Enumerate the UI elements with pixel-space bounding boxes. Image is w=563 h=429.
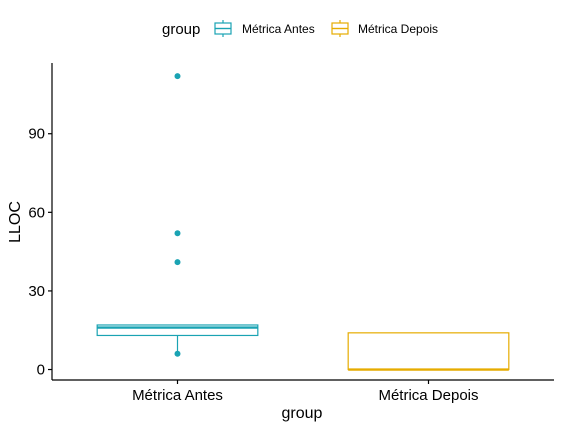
- y-axis-ticks: 0 30 60 90: [28, 126, 52, 379]
- box-body: [347, 332, 510, 371]
- box-body: [96, 324, 259, 337]
- legend-key-metrica-depois: [331, 20, 349, 37]
- legend: group Métrica Antes Métrica Depois: [162, 20, 438, 38]
- y-tick-label-60: 60: [28, 204, 45, 221]
- x-axis-ticks: Métrica Antes Métrica Depois: [132, 380, 479, 404]
- legend-label-metrica-depois: Métrica Depois: [358, 22, 438, 36]
- x-axis-title: group: [282, 405, 323, 422]
- outlier-point: [174, 350, 181, 357]
- boxes: [96, 73, 510, 371]
- legend-label-metrica-antes: Métrica Antes: [242, 22, 315, 36]
- legend-key-metrica-antes: [214, 20, 232, 37]
- y-tick-label-30: 30: [28, 283, 45, 300]
- y-axis-title: LLOC: [7, 201, 24, 243]
- outlier-point: [174, 230, 181, 237]
- x-tick-label-metrica-depois: Métrica Depois: [378, 387, 478, 404]
- box-metrica-antes: [96, 73, 259, 357]
- outlier-point: [174, 73, 181, 80]
- y-tick-label-0: 0: [37, 362, 45, 379]
- box-metrica-depois: [347, 332, 510, 371]
- outlier-point: [174, 259, 181, 266]
- legend-title: group: [162, 21, 200, 38]
- y-tick-label-90: 90: [28, 126, 45, 143]
- x-tick-label-metrica-antes: Métrica Antes: [132, 387, 223, 404]
